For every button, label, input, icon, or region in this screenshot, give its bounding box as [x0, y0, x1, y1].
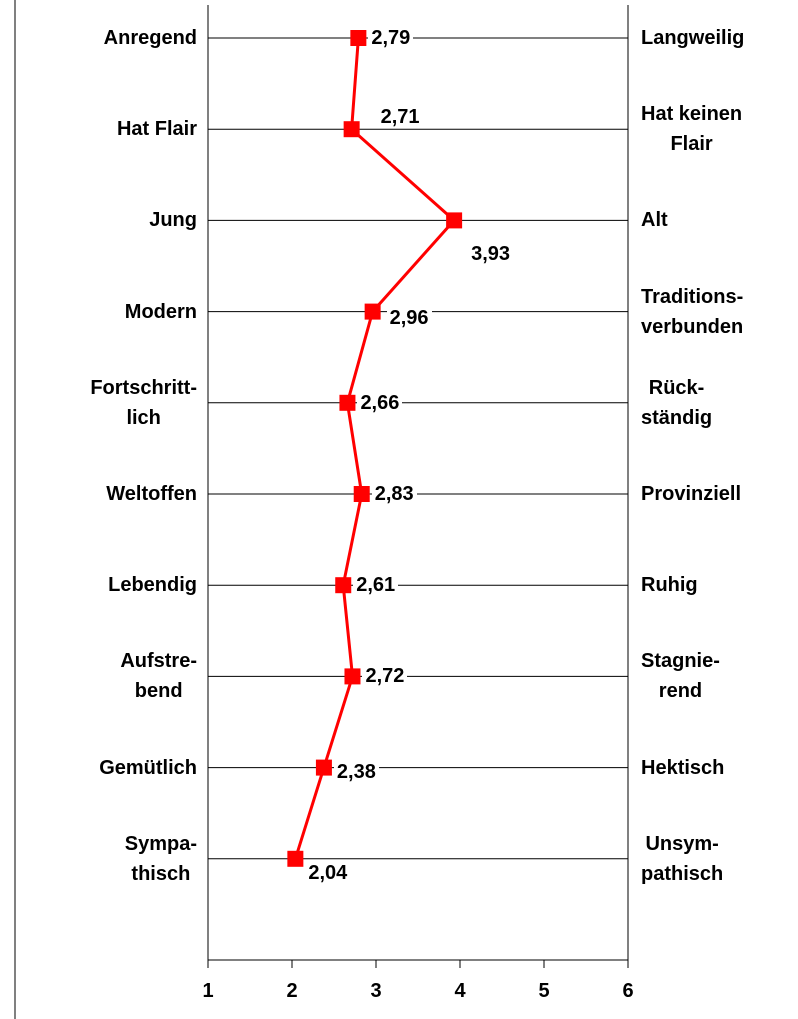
left-label: Hat Flair — [116, 118, 197, 141]
value-label: 2,79 — [368, 27, 414, 49]
marker — [446, 212, 463, 229]
left-label: Aufstre- bend — [120, 650, 197, 703]
data-line — [293, 37, 457, 860]
value-label: 2,72 — [362, 665, 408, 688]
value-label: 3,93 — [468, 243, 514, 266]
left-label: Sympa- thisch — [124, 832, 197, 885]
marker — [364, 303, 381, 320]
left-label: Weltoffen — [106, 483, 197, 505]
value-label: 2,96 — [386, 306, 432, 329]
x-tick-label: 6 — [622, 980, 634, 1002]
right-label: Provinziell — [641, 483, 742, 505]
right-label: Traditions- verbunden — [641, 285, 744, 338]
value-label: 2,71 — [377, 106, 423, 129]
left-label: Fortschritt- lich — [90, 376, 197, 429]
value-label: 2,04 — [305, 861, 351, 884]
left-label: Lebendig — [108, 574, 197, 597]
marker — [350, 30, 367, 46]
right-label: Alt — [641, 209, 668, 232]
right-label: Stagnie- rend — [641, 650, 720, 703]
x-tick-label: 4 — [454, 980, 466, 1002]
right-label: Hektisch — [641, 756, 725, 779]
left-label: Jung — [149, 209, 197, 232]
left-label: Gemütlich — [99, 756, 197, 779]
right-label: Langweilig — [641, 27, 745, 49]
right-label: Ruhig — [641, 574, 698, 597]
right-label: Hat keinen Flair — [641, 103, 743, 156]
value-label: 2,61 — [353, 574, 399, 597]
marker — [339, 394, 356, 411]
marker — [343, 121, 360, 138]
left-label: Anregend — [103, 27, 197, 49]
value-label: 2,38 — [333, 760, 379, 783]
x-tick-label: 1 — [202, 980, 214, 1002]
marker — [353, 486, 370, 502]
marker — [335, 577, 352, 594]
right-label: Rück- ständig — [641, 376, 713, 429]
x-tick-label: 3 — [370, 980, 382, 1002]
marker — [344, 668, 361, 685]
value-label: 2,83 — [371, 483, 417, 505]
right-label: Unsym- pathisch — [641, 832, 724, 885]
x-tick-label: 5 — [538, 980, 550, 1002]
x-tick-label: 2 — [286, 980, 298, 1002]
left-label: Modern — [124, 300, 197, 323]
marker — [287, 850, 304, 867]
marker — [315, 759, 332, 776]
value-label: 2,66 — [357, 391, 403, 414]
